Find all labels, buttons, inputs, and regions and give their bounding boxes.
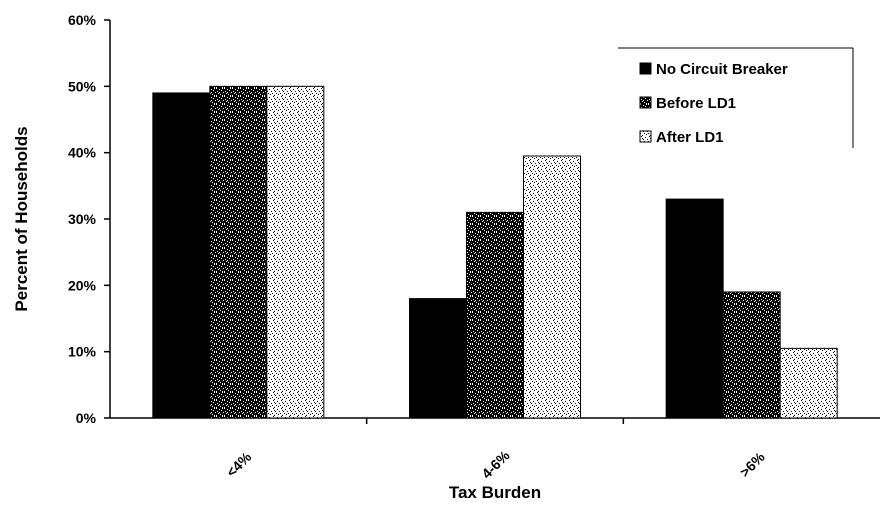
y-tick-label: 10% bbox=[68, 344, 97, 360]
legend-label: No Circuit Breaker bbox=[656, 61, 788, 78]
bar-light-speckle-1 bbox=[523, 155, 581, 419]
bar-solid-black-2 bbox=[665, 198, 724, 419]
y-tick-label: 30% bbox=[68, 211, 97, 227]
y-tick-label: 20% bbox=[68, 277, 97, 293]
y-tick-label: 0% bbox=[76, 410, 97, 426]
y-tick-label: 60% bbox=[68, 12, 97, 28]
legend-swatch bbox=[639, 130, 652, 143]
legend-label: After LD1 bbox=[656, 129, 724, 146]
bar-dense-speckle-1 bbox=[466, 211, 524, 419]
bar-light-speckle-0 bbox=[266, 85, 325, 419]
x-category-label: 4-6% bbox=[478, 447, 513, 482]
bar-solid-black-0 bbox=[152, 92, 211, 419]
bar-dense-speckle-0 bbox=[209, 85, 268, 419]
y-tick-label: 40% bbox=[68, 145, 97, 161]
bar-light-speckle-2 bbox=[779, 347, 838, 419]
x-axis-title: Tax Burden bbox=[449, 483, 541, 502]
legend-swatch bbox=[639, 96, 652, 109]
x-category-label: <4% bbox=[223, 448, 255, 480]
legend-swatch bbox=[639, 62, 652, 75]
bar-solid-black-1 bbox=[409, 298, 467, 419]
x-category-label: >6% bbox=[736, 448, 768, 480]
y-axis-title: Percent of Households bbox=[12, 126, 31, 311]
bar-dense-speckle-2 bbox=[722, 291, 781, 419]
y-tick-label: 50% bbox=[68, 78, 97, 94]
legend-label: Before LD1 bbox=[656, 95, 736, 112]
